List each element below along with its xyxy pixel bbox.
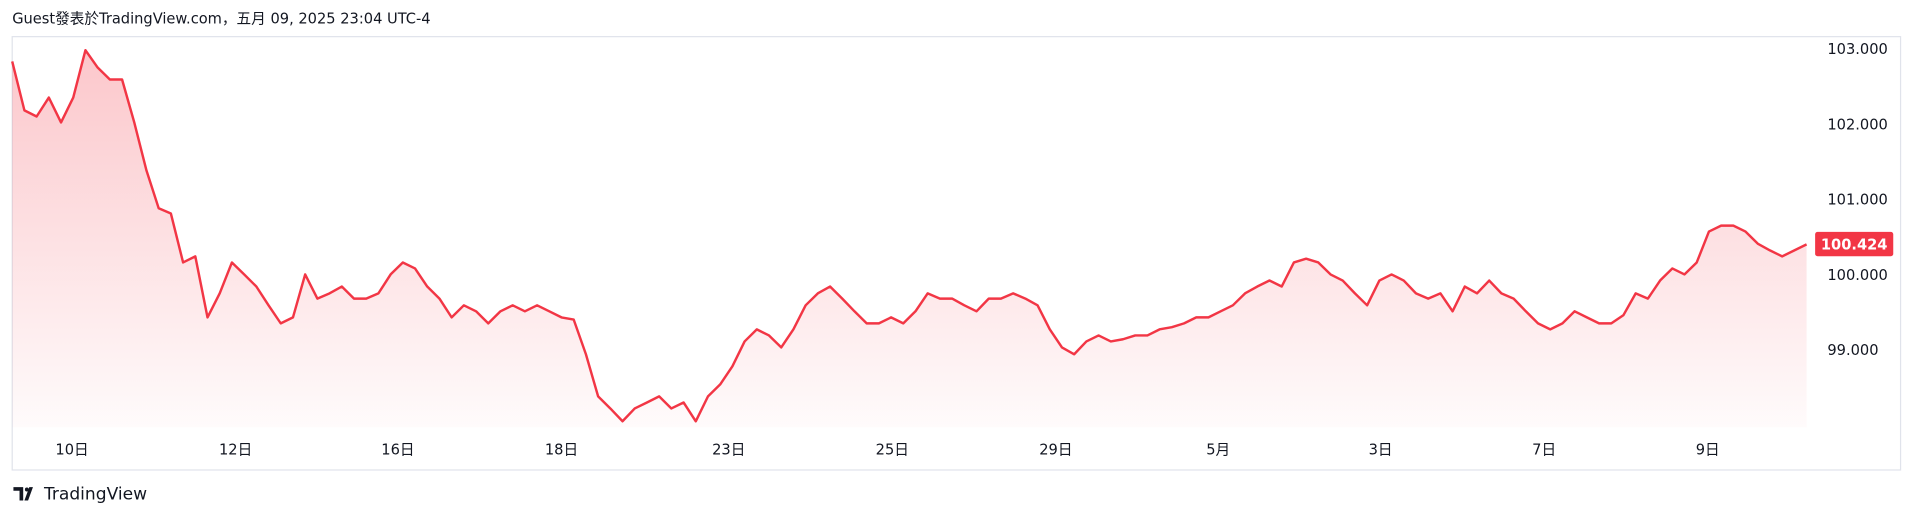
y-tick-label: 100.000 [1827, 267, 1887, 284]
last-price-label: 100.424 [1821, 236, 1888, 253]
price-line [11, 48, 1808, 423]
chart-title: Guest發表於TradingView.com，五月 09, 2025 23:0… [12, 11, 430, 28]
brand: TradingView [43, 484, 147, 504]
x-tick-label: 16日 [381, 441, 414, 458]
x-tick-label: 25日 [876, 441, 909, 458]
y-tick-label: 102.000 [1827, 116, 1887, 133]
x-tick-label: 12日 [219, 441, 252, 458]
x-tick-label: 10日 [55, 441, 88, 458]
y-tick-label: 101.000 [1827, 192, 1887, 209]
logo [13, 487, 33, 501]
x-tick-label: 18日 [545, 441, 578, 458]
x-tick-label: 7日 [1532, 441, 1556, 458]
area-fill [12, 50, 1807, 428]
x-tick-label: 3日 [1369, 441, 1393, 458]
x-tick-label: 29日 [1039, 441, 1072, 458]
y-tick-label: 103.000 [1827, 41, 1887, 58]
y-tick-label: 99.000 [1827, 342, 1878, 359]
x-tick-label: 5月 [1206, 441, 1230, 458]
last-price-tag [1815, 231, 1894, 257]
x-tick-label: 23日 [712, 441, 745, 458]
x-tick-label: 9日 [1696, 441, 1720, 458]
